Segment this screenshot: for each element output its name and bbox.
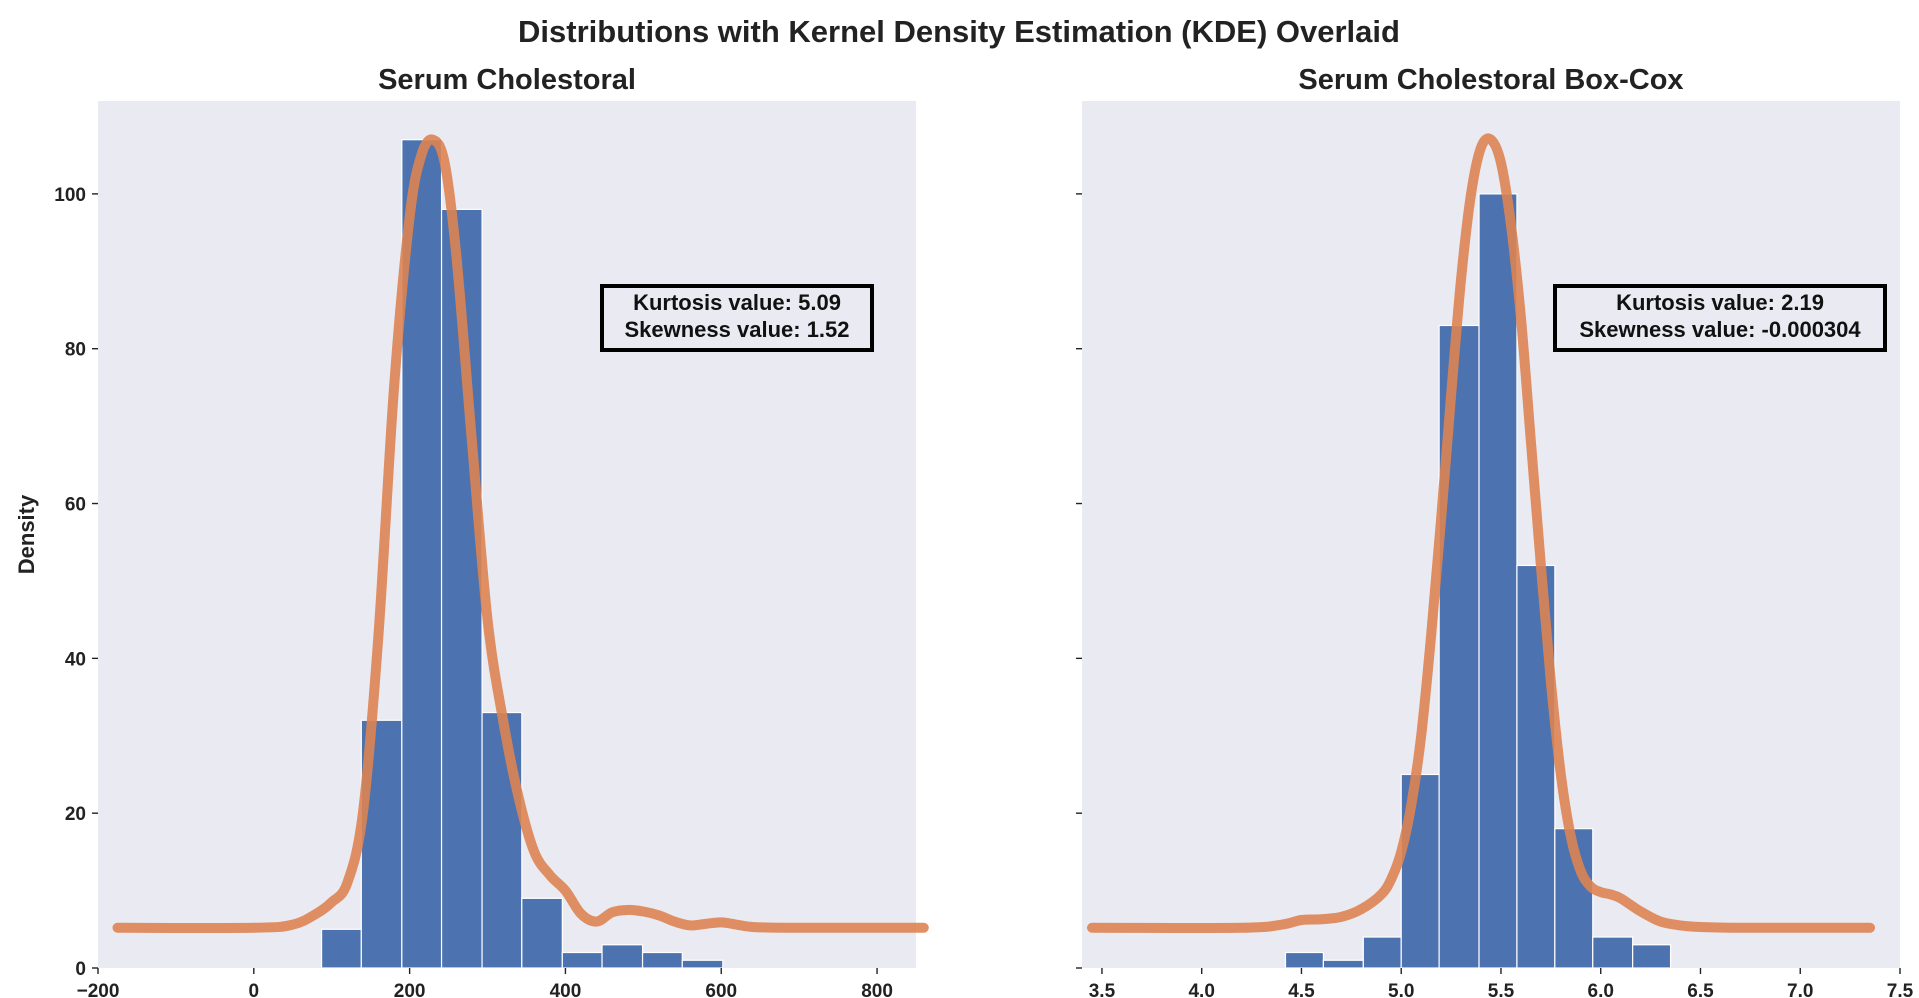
right-skewness-text: Skewness value: -0.000304 — [1579, 317, 1861, 342]
left-plot: Serum Cholestoral Density −200 0 200 400 600… — [14, 64, 929, 998]
y-tick-label: 20 — [65, 804, 86, 825]
x-tick-label: 4.5 — [1288, 981, 1315, 998]
histogram-bar-2 — [1322, 959, 1364, 969]
histogram-bar-9 — [641, 951, 683, 969]
x-tick-label: 200 — [394, 981, 426, 998]
y-tick-label: 60 — [65, 495, 86, 516]
y-tick-label: 100 — [54, 185, 86, 206]
figure-title: Distributions with Kernel Density Estima… — [518, 14, 1400, 49]
histogram-bar-4 — [440, 208, 483, 969]
x-tick-label: 7.5 — [1887, 981, 1914, 998]
left-histogram-bars — [320, 139, 724, 969]
histogram-bar-3 — [1362, 936, 1402, 969]
x-tick-label: 3.5 — [1089, 981, 1116, 998]
kde-line — [112, 134, 929, 933]
x-tick-label: 0 — [249, 981, 260, 998]
left-plot-ylabel: Density — [14, 494, 39, 574]
x-tick-label: 6.0 — [1588, 981, 1614, 998]
x-tick-label: 5.0 — [1388, 981, 1414, 998]
y-tick-label: 80 — [65, 340, 86, 361]
left-kurtosis-text: Kurtosis value: 5.09 — [633, 290, 841, 315]
kde-line — [1086, 133, 1876, 933]
histogram-bar-6 — [521, 897, 563, 969]
right-axis-ticks: 3.5 4.0 4.5 5.0 5.5 6.0 6.5 7.0 7.5 — [1076, 193, 1914, 998]
histogram-bar-1 — [320, 928, 362, 969]
y-tick-label: 40 — [65, 649, 86, 670]
histogram-bar-8 — [601, 944, 644, 969]
x-tick-label: −200 — [77, 981, 120, 998]
histogram-bar-5 — [481, 711, 523, 969]
left-skewness-text: Skewness value: 1.52 — [624, 317, 849, 342]
x-tick-label: 4.0 — [1188, 981, 1214, 998]
left-stats-box — [600, 284, 874, 352]
histogram-bar-7 — [561, 951, 603, 969]
right-stats-annotation: Kurtosis value: 2.19 Skewness value: -0.… — [1553, 284, 1887, 352]
histogram-bar-1 — [1284, 951, 1325, 969]
histogram-bar-2 — [360, 719, 403, 969]
histogram-bar-3 — [401, 139, 443, 969]
right-plot: Serum Cholestoral Box-Cox 3.5 4.0 4.5 5.0 5.… — [1076, 64, 1914, 998]
x-tick-label: 600 — [705, 981, 737, 998]
right-kurtosis-text: Kurtosis value: 2.19 — [1616, 290, 1824, 315]
histogram-bar-6 — [1478, 193, 1518, 969]
right-stats-box — [1553, 284, 1887, 352]
x-tick-label: 6.5 — [1687, 981, 1714, 998]
left-plot-title: Serum Cholestoral — [378, 64, 636, 96]
left-kde-layer — [112, 134, 929, 933]
x-tick-label: 400 — [550, 981, 582, 998]
x-tick-label: 5.5 — [1488, 981, 1515, 998]
histogram-bar-9 — [1592, 936, 1634, 969]
histogram-bar-10 — [681, 959, 724, 969]
left-stats-annotation: Kurtosis value: 5.09 Skewness value: 1.5… — [600, 284, 874, 352]
x-tick-label: 800 — [861, 981, 893, 998]
histogram-bar-10 — [1632, 944, 1672, 969]
y-tick-label: 0 — [75, 959, 86, 980]
right-kde-layer — [1086, 133, 1876, 933]
right-plot-title: Serum Cholestoral Box-Cox — [1298, 64, 1683, 96]
x-tick-label: 7.0 — [1787, 981, 1813, 998]
